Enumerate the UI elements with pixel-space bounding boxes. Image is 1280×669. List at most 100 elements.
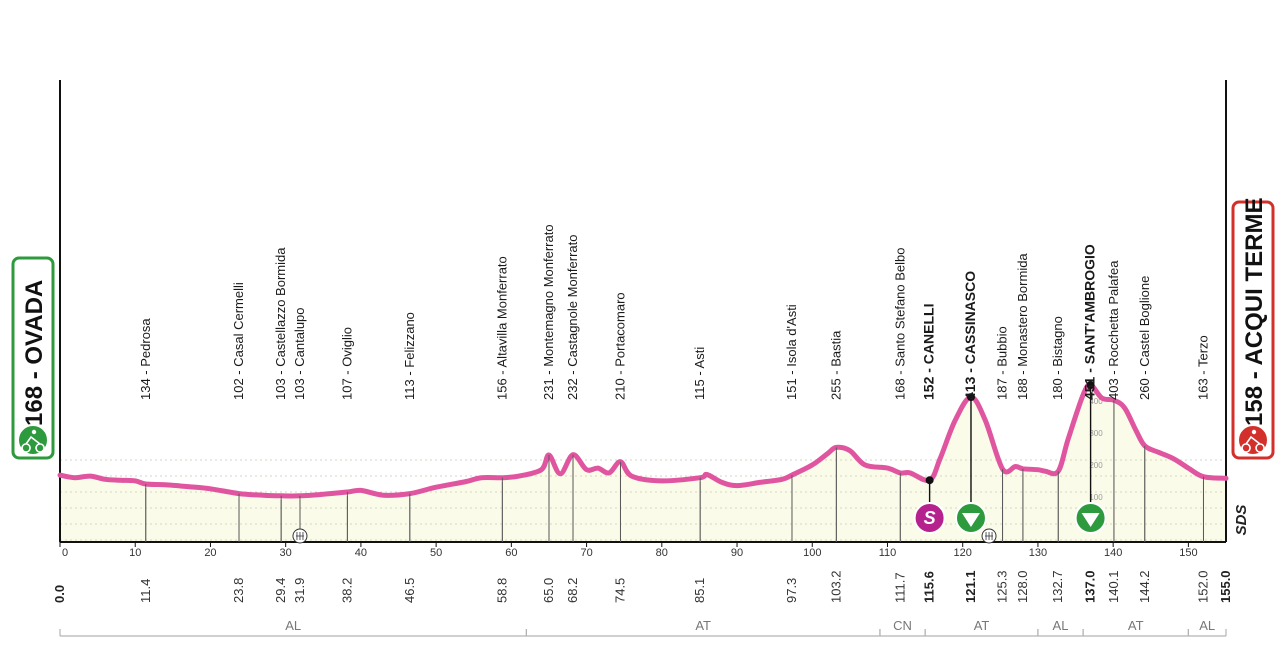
start-badge xyxy=(11,256,55,460)
place-label: 180 - Bistagno xyxy=(1050,316,1065,400)
province-label: CN xyxy=(893,618,912,633)
profile-area xyxy=(60,384,1226,542)
place-label: 102 - Casal Cermelli xyxy=(231,282,246,400)
km-tick-label: 10 xyxy=(129,547,141,559)
km-tick-label: 90 xyxy=(731,547,743,559)
km-tick-label: 130 xyxy=(1029,547,1047,559)
finish-label: 158 - ACQUI TERME xyxy=(1241,198,1268,426)
km-tick-label: 30 xyxy=(280,547,292,559)
place-dot xyxy=(966,393,975,402)
place-label: 231 - Montemagno Monferrato xyxy=(541,224,556,400)
key-km-label: 0.0 xyxy=(52,585,67,603)
place-label: 255 - Bastia xyxy=(828,330,843,400)
sprint-marker xyxy=(913,502,946,534)
km-tick-label: 0 xyxy=(62,547,68,559)
place-label: 113 - Felizzano xyxy=(402,312,417,400)
profile-stroke xyxy=(57,382,1229,499)
key-km-label: 125.3 xyxy=(995,570,1010,603)
sprint-marker-glyph: S xyxy=(924,508,936,528)
start-icon xyxy=(17,424,49,456)
endpoints: 168 - OVADA 158 - ACQUI TERME SDS xyxy=(11,198,1275,536)
feed-zone-glyph xyxy=(295,532,304,540)
km-axis: 0 10 20 30 40 50 60 70 80 90 100 110 120 130 140 150 0.0… xyxy=(52,80,1233,603)
place-label: 163 - Terzo xyxy=(1195,335,1210,400)
key-km-label: 144.2 xyxy=(1137,570,1152,603)
key-km-label: 111.7 xyxy=(892,572,907,603)
profile-fill xyxy=(60,384,1226,542)
province-label: AT xyxy=(695,618,711,633)
key-km-label: 132.7 xyxy=(1050,570,1065,603)
km-tick-label: 80 xyxy=(656,547,668,559)
rider-head xyxy=(31,429,37,435)
place-label: 107 - Oviglio xyxy=(339,327,354,400)
place-label: 403 - Rocchetta Palafea xyxy=(1106,260,1121,400)
km-tick-label: 60 xyxy=(505,547,517,559)
place-label: 134 - Pedrosa xyxy=(138,318,153,400)
province-label: AL xyxy=(285,618,301,633)
altitude-tick: 200 xyxy=(1089,461,1103,470)
km-tick-label: 70 xyxy=(580,547,592,559)
key-km-label: 85.1 xyxy=(692,578,707,603)
brand-logo: SDS xyxy=(1233,505,1250,536)
key-km-label: 155.0 xyxy=(1218,570,1233,603)
km-tick-label: 50 xyxy=(430,547,442,559)
km-tick-label: 100 xyxy=(803,547,821,559)
start-label: 168 - OVADA xyxy=(21,280,48,426)
key-km-label: 65.0 xyxy=(541,578,556,603)
key-km-label: 137.0 xyxy=(1083,570,1098,603)
km-tick-label: 20 xyxy=(204,547,216,559)
key-km-label: 38.2 xyxy=(339,578,354,603)
key-km-label: 23.8 xyxy=(231,578,246,603)
place-label: 451 - SANT'AMBROGIO xyxy=(1082,244,1098,400)
key-km-label: 46.5 xyxy=(402,578,417,603)
place-label: 210 - Portacomaro xyxy=(612,292,627,400)
place-label: 188 - Monastero Bormida xyxy=(1015,253,1030,400)
km-tick-label: 150 xyxy=(1179,547,1197,559)
km-tick-label: 140 xyxy=(1104,547,1122,559)
key-km-label: 121.1 xyxy=(963,570,978,603)
bike-glyph xyxy=(21,435,45,453)
province-strip: AL AT CN AT AL AT AL xyxy=(59,618,1227,637)
place-label: 187 - Bubbio xyxy=(995,326,1010,400)
place-labels: 134 - Pedrosa 102 - Casal Cermelli 103 - C… xyxy=(138,224,1210,542)
altitude-tick: 100 xyxy=(1089,493,1103,502)
finish-badge xyxy=(1231,200,1275,460)
km-tick-label: 110 xyxy=(879,547,897,559)
finish-icon xyxy=(1237,424,1269,456)
km-tick-label: 120 xyxy=(954,547,972,559)
bike-glyph xyxy=(1241,435,1265,453)
place-label: 115 - Asti xyxy=(692,347,707,400)
place-label: 168 - Santo Stefano Belbo xyxy=(892,247,907,400)
kom-marker-glyph xyxy=(1081,513,1100,527)
feed-zone-glyph xyxy=(985,532,994,540)
place-label: 232 - Castagnole Monferrato xyxy=(565,235,580,400)
place-label: 151 - Isola d'Asti xyxy=(784,304,799,400)
province-label: AL xyxy=(1053,618,1069,633)
key-km-label: 140.1 xyxy=(1106,570,1121,603)
place-label: 413 - CASSINASCO xyxy=(962,271,978,400)
km-tick-label: 40 xyxy=(355,547,367,559)
altitude-tick: 400 xyxy=(1089,397,1103,406)
place-label: 152 - CANELLI xyxy=(921,304,937,400)
key-km-label: 115.6 xyxy=(922,571,937,603)
key-km-label: 97.3 xyxy=(784,578,799,603)
kom-marker-glyph xyxy=(961,513,980,527)
province-label: AL xyxy=(1199,618,1215,633)
rider-head xyxy=(1251,429,1257,435)
key-km-label: 152.0 xyxy=(1195,570,1210,603)
province-label: AT xyxy=(1128,618,1144,633)
province-label: AT xyxy=(974,618,990,633)
key-km-label: 74.5 xyxy=(612,578,627,603)
key-km-label: 29.4 xyxy=(273,578,288,603)
key-km-label: 58.8 xyxy=(494,578,509,603)
place-label: 260 - Castel Boglione xyxy=(1137,276,1152,400)
key-km-label: 103.2 xyxy=(828,570,843,603)
place-dot xyxy=(1086,381,1095,389)
place-label: 103 - Cantalupo xyxy=(292,307,307,400)
markers: S xyxy=(292,502,1107,544)
place-label: 156 - Altavilla Monferrato xyxy=(494,256,509,400)
key-km-label: 68.2 xyxy=(565,578,580,603)
key-km-label: 31.9 xyxy=(292,578,307,603)
